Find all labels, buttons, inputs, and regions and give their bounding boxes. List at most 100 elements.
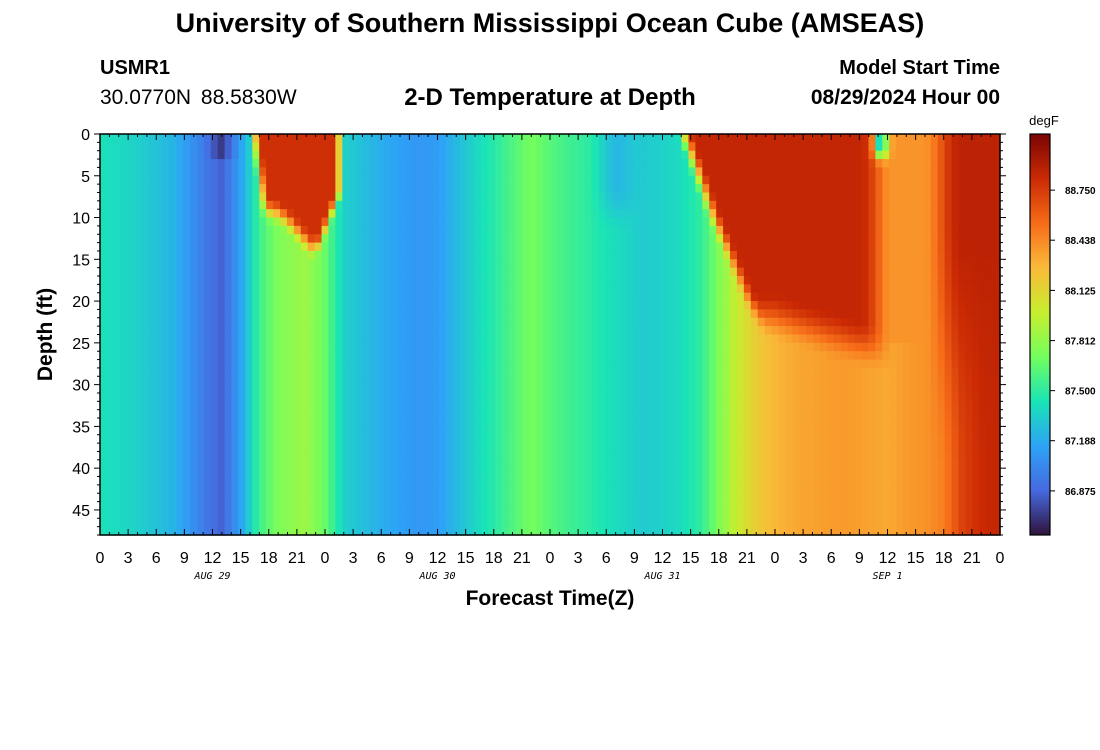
heatmap-cell bbox=[183, 409, 191, 419]
heatmap-cell bbox=[120, 418, 129, 427]
heatmap-cell bbox=[127, 301, 136, 311]
heatmap-cell bbox=[106, 276, 115, 285]
heatmap-cell bbox=[965, 159, 973, 169]
heatmap-cell bbox=[612, 225, 620, 235]
heatmap-cell bbox=[404, 276, 413, 285]
heatmap-cell bbox=[238, 451, 246, 461]
heatmap-cell bbox=[508, 342, 516, 352]
heatmap-cell bbox=[612, 150, 620, 160]
heatmap-cell bbox=[930, 434, 939, 444]
heatmap-cell bbox=[937, 292, 946, 302]
heatmap-cell bbox=[930, 134, 939, 143]
heatmap-cell bbox=[466, 234, 475, 244]
heatmap-cell bbox=[529, 409, 537, 419]
heatmap-cell bbox=[577, 443, 586, 453]
heatmap-cell bbox=[356, 250, 364, 260]
heatmap-cell bbox=[882, 426, 890, 436]
heatmap-cell bbox=[930, 367, 939, 377]
heatmap-cell bbox=[286, 284, 295, 294]
heatmap-cell bbox=[425, 267, 433, 277]
heatmap-cell bbox=[328, 443, 336, 453]
heatmap-cell bbox=[390, 301, 399, 311]
heatmap-cell bbox=[633, 234, 641, 244]
heatmap-cell bbox=[120, 401, 129, 411]
heatmap-cell bbox=[196, 134, 205, 143]
heatmap-cell bbox=[681, 292, 690, 302]
heatmap-cell bbox=[653, 434, 662, 444]
heatmap-cell bbox=[404, 317, 413, 327]
heatmap-cell bbox=[993, 234, 1001, 244]
heatmap-cell bbox=[162, 334, 170, 344]
heatmap-cell bbox=[778, 209, 786, 219]
heatmap-cell bbox=[466, 134, 475, 143]
heatmap-cell bbox=[335, 451, 343, 461]
heatmap-cell bbox=[958, 409, 966, 419]
heatmap-cell bbox=[314, 434, 323, 444]
heatmap-cell bbox=[626, 443, 634, 453]
heatmap-cell bbox=[951, 392, 960, 402]
heatmap-cell bbox=[335, 192, 343, 202]
heatmap-cell bbox=[321, 326, 330, 336]
heatmap-cell bbox=[833, 134, 842, 143]
heatmap-cell bbox=[134, 434, 143, 444]
heatmap-cell bbox=[570, 309, 579, 319]
heatmap-cell bbox=[397, 225, 406, 235]
heatmap-cell bbox=[944, 134, 953, 143]
heatmap-cell bbox=[183, 392, 191, 402]
heatmap-cell bbox=[148, 284, 156, 294]
heatmap-cell bbox=[390, 200, 399, 210]
heatmap-cell bbox=[321, 284, 330, 294]
heatmap-cell bbox=[432, 259, 440, 269]
heatmap-cell bbox=[889, 192, 897, 202]
heatmap-cell bbox=[916, 284, 925, 294]
heatmap-cell bbox=[314, 184, 323, 194]
heatmap-cell bbox=[141, 351, 150, 361]
heatmap-cell bbox=[916, 259, 925, 269]
heatmap-cell bbox=[813, 426, 821, 436]
heatmap-cell bbox=[854, 409, 863, 419]
heatmap-cell bbox=[183, 342, 191, 352]
heatmap-cell bbox=[743, 326, 752, 336]
heatmap-cell bbox=[813, 276, 821, 285]
heatmap-cell bbox=[958, 434, 966, 444]
heatmap-cell bbox=[529, 426, 537, 436]
heatmap-cell bbox=[764, 225, 773, 235]
heatmap-cell bbox=[446, 267, 454, 277]
heatmap-cell bbox=[626, 359, 634, 369]
heatmap-cell bbox=[273, 443, 281, 453]
heatmap-cell bbox=[383, 359, 392, 369]
heatmap-cell bbox=[633, 401, 641, 411]
heatmap-cell bbox=[162, 250, 170, 260]
heatmap-cell bbox=[958, 384, 966, 394]
heatmap-cell bbox=[231, 200, 240, 210]
heatmap-cell bbox=[868, 225, 876, 235]
heatmap-cell bbox=[148, 426, 156, 436]
heatmap-cell bbox=[169, 167, 177, 177]
heatmap-cell bbox=[577, 267, 586, 277]
heatmap-cell bbox=[716, 142, 724, 152]
heatmap-cell bbox=[723, 192, 731, 202]
heatmap-cell bbox=[799, 284, 807, 294]
heatmap-cell bbox=[660, 443, 669, 453]
heatmap-cell bbox=[515, 217, 523, 227]
heatmap-cell bbox=[550, 284, 558, 294]
heatmap-cell bbox=[370, 209, 378, 219]
heatmap-cell bbox=[169, 217, 177, 227]
heatmap-cell bbox=[903, 209, 911, 219]
heatmap-cell bbox=[958, 225, 966, 235]
heatmap-cell bbox=[591, 250, 600, 260]
heatmap-cell bbox=[633, 175, 641, 185]
heatmap-cell bbox=[480, 276, 489, 285]
heatmap-cell bbox=[993, 342, 1001, 352]
heatmap-cell bbox=[674, 326, 683, 336]
heatmap-cell bbox=[307, 267, 316, 277]
heatmap-cell bbox=[896, 376, 904, 386]
heatmap-cell bbox=[300, 184, 309, 194]
heatmap-cell bbox=[550, 234, 558, 244]
heatmap-cell bbox=[432, 451, 440, 461]
heatmap-cell bbox=[688, 284, 696, 294]
heatmap-cell bbox=[418, 359, 426, 369]
heatmap-cell bbox=[605, 443, 613, 453]
heatmap-cell bbox=[757, 167, 766, 177]
heatmap-cell bbox=[176, 342, 184, 352]
